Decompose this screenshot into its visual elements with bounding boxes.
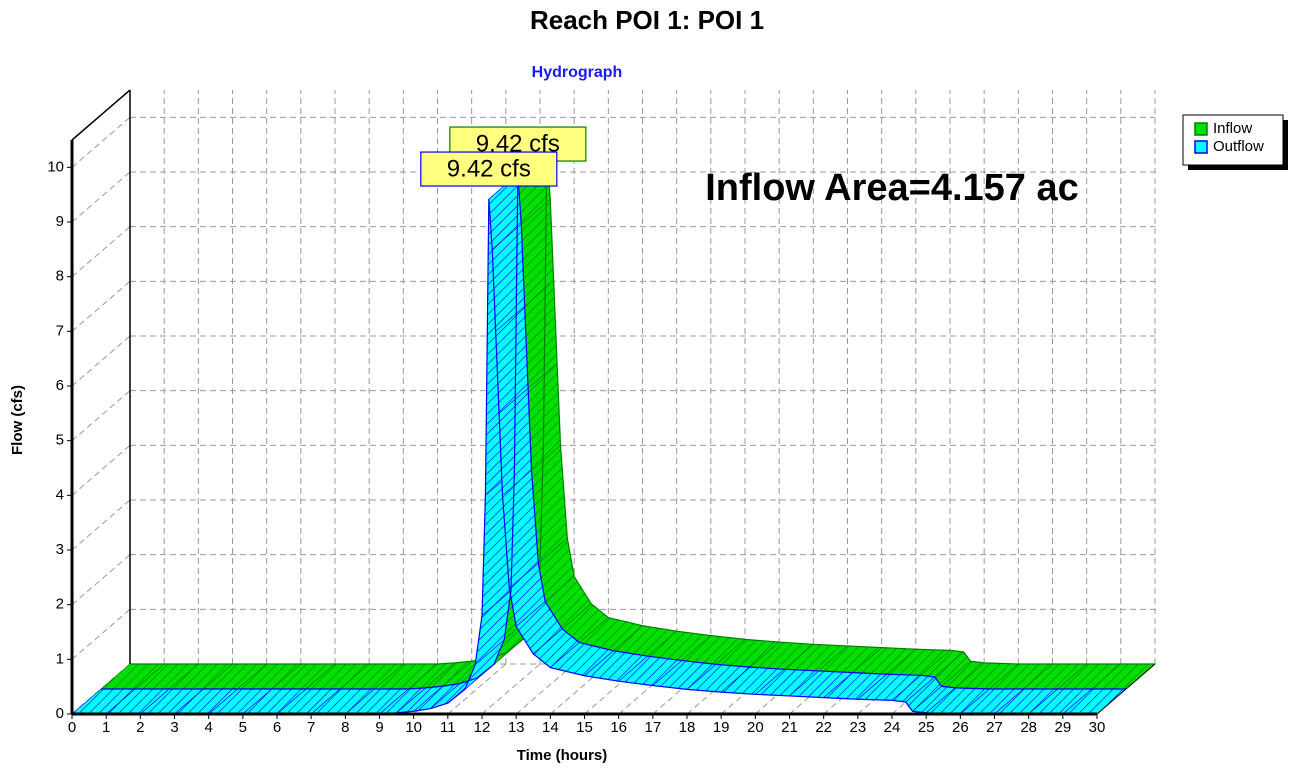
ribbon-back-edge xyxy=(101,173,1126,690)
y-axis-title: Flow (cfs) xyxy=(9,385,26,455)
x-tick-label: 12 xyxy=(474,719,491,736)
grid-line xyxy=(71,390,131,442)
x-tick-label: 4 xyxy=(204,719,212,736)
x-tick-label: 10 xyxy=(405,719,422,736)
legend-label: Inflow xyxy=(1213,120,1252,137)
grid-line xyxy=(481,663,541,715)
x-tick-label: 14 xyxy=(542,719,559,736)
x-tick-label: 21 xyxy=(781,719,798,736)
x-tick-label: 24 xyxy=(884,719,901,736)
y-tick-label: 5 xyxy=(56,432,64,449)
annotation: Inflow Area=4.157 ac xyxy=(705,167,1079,209)
grid-line xyxy=(71,554,131,606)
x-tick-label: 28 xyxy=(1020,719,1037,736)
y-tick-label: 0 xyxy=(56,705,64,722)
y-tick-label: 4 xyxy=(56,486,64,503)
x-tick-label: 8 xyxy=(341,719,349,736)
x-tick-label: 2 xyxy=(136,719,144,736)
x-tick-label: 29 xyxy=(1054,719,1071,736)
x-tick-label: 11 xyxy=(440,719,456,736)
peak-label-box xyxy=(420,151,558,187)
grid-line xyxy=(71,116,131,168)
y-tick-label: 10 xyxy=(47,158,64,175)
grid-line xyxy=(71,444,131,496)
x-tick-label: 22 xyxy=(815,719,832,736)
x-tick-label: 27 xyxy=(986,719,1003,736)
wall-edge xyxy=(71,89,131,141)
x-tick-label: 7 xyxy=(307,719,315,736)
y-tick-label: 8 xyxy=(56,268,64,285)
x-tick-label: 23 xyxy=(849,719,866,736)
y-tick-label: 7 xyxy=(56,322,64,339)
y-tick-label: 3 xyxy=(56,541,64,558)
x-tick-label: 1 xyxy=(102,719,110,736)
x-tick-label: 17 xyxy=(644,719,661,736)
y-tick-label: 9 xyxy=(56,213,64,230)
ribbon-back-edge xyxy=(130,148,1155,665)
legend-swatch xyxy=(1194,140,1208,154)
y-tick-label: 1 xyxy=(56,650,64,667)
legend-swatch xyxy=(1194,122,1208,136)
grid-line xyxy=(71,608,131,660)
grid-line xyxy=(515,663,575,715)
chart-subtitle: Hydrograph xyxy=(532,64,623,81)
peak-label: 9.42 cfs xyxy=(447,155,531,182)
x-tick-label: 18 xyxy=(679,719,696,736)
x-tick-label: 30 xyxy=(1089,719,1106,736)
x-tick-label: 5 xyxy=(239,719,247,736)
floor-edge xyxy=(1096,663,1156,715)
x-tick-label: 6 xyxy=(273,719,281,736)
x-axis-title: Time (hours) xyxy=(517,747,608,764)
chart-title: Reach POI 1: POI 1 xyxy=(530,5,764,35)
x-tick-label: 3 xyxy=(170,719,178,736)
grid-line xyxy=(71,171,131,223)
grid-line xyxy=(71,499,131,551)
grid-line xyxy=(447,663,507,715)
x-tick-label: 15 xyxy=(576,719,593,736)
x-tick-label: 26 xyxy=(952,719,969,736)
x-tick-label: 25 xyxy=(918,719,935,736)
grid-line xyxy=(71,226,131,278)
x-tick-label: 19 xyxy=(713,719,730,736)
x-tick-label: 9 xyxy=(375,719,383,736)
x-tick-label: 16 xyxy=(610,719,627,736)
grid-line xyxy=(71,280,131,332)
series-line xyxy=(101,173,1126,690)
y-tick-label: 2 xyxy=(56,596,64,613)
y-tick-label: 6 xyxy=(56,377,64,394)
frame: 0 1 2 3 4 5 6 7 8 9 10 11 12 13 14 15 16 17 18 19 20 21 22 23 24… xyxy=(47,89,1156,736)
x-tick-label: 20 xyxy=(747,719,764,736)
legend-label: Outflow xyxy=(1213,138,1264,155)
x-tick-label: 13 xyxy=(508,719,525,736)
grid-line xyxy=(71,335,131,387)
x-tick-label: 0 xyxy=(68,719,76,736)
